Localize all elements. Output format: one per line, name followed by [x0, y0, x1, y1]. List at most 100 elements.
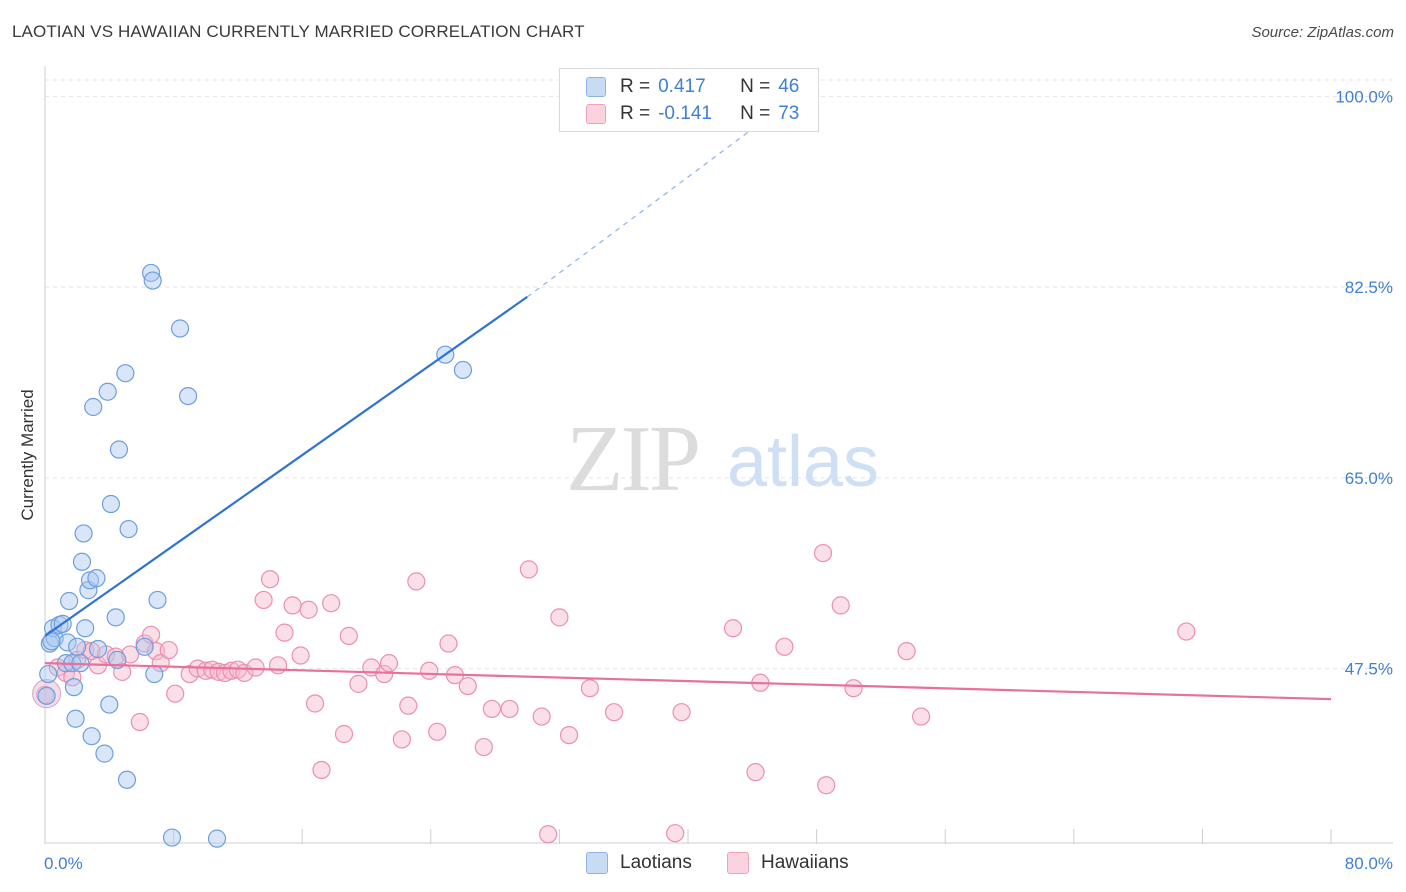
hawaiians-point [831, 596, 850, 615]
legend-row-hawaiians: R = -0.141 N = 73 [586, 102, 817, 126]
laotians-trend-extension [526, 128, 753, 298]
laotians-point [68, 637, 87, 656]
hawaiians-point [305, 694, 325, 713]
laotians-point [109, 440, 129, 459]
hawaiians-point [482, 699, 501, 719]
laotians-point [37, 686, 56, 705]
source-note: Source: ZipAtlas.com [1251, 24, 1394, 41]
hawaiians-point [379, 654, 399, 673]
x-tick-label: 80.0% [1345, 854, 1393, 873]
laotians-point [453, 360, 473, 380]
legend-r-value: 0.417 [658, 76, 706, 97]
hawaiians-point [407, 572, 426, 591]
legend-label-laotians: Laotians [620, 852, 692, 873]
laotians-point [72, 552, 92, 571]
hawaiians-point [349, 674, 368, 693]
hawaiians-point [775, 637, 794, 656]
hawaiians-point [268, 656, 288, 675]
hawaiians-point [420, 661, 439, 680]
hawaiians-point [813, 543, 833, 563]
hawaiians-point [299, 600, 318, 619]
laotians-point [106, 608, 125, 627]
laotians-point [101, 494, 121, 514]
hawaiians-point [254, 590, 273, 610]
legend-item-laotians: Laotians [586, 852, 692, 874]
laotians-point [207, 829, 227, 848]
hawaiians-point [392, 730, 411, 749]
hawaiians-point [322, 594, 341, 613]
laotians-point [143, 271, 162, 290]
hawaiians-point [580, 679, 600, 698]
laotians-point [141, 263, 161, 283]
hawaiians-point [275, 623, 294, 642]
laotians-point [74, 524, 93, 543]
hawaiians-point [897, 642, 916, 661]
laotians-point [60, 591, 79, 611]
watermark-zip: ZIP [566, 407, 698, 511]
laotians-point [116, 364, 135, 383]
hawaiians-point [312, 760, 331, 780]
hawaiians-point [666, 824, 685, 843]
hawaiians-point [723, 619, 743, 638]
hawaiians-point [130, 712, 149, 732]
laotians-point [58, 633, 77, 652]
hawaiians-point [746, 763, 765, 782]
y-tick-label: 65.0% [1345, 469, 1393, 488]
laotians-point [162, 828, 182, 847]
y-tick-label: 100.0% [1335, 87, 1393, 106]
hawaiians-point [911, 707, 931, 726]
hawaiians-point [532, 707, 551, 726]
hawaiians-point [375, 664, 394, 684]
legend-swatch-blue [586, 77, 606, 97]
laotians-point [135, 637, 154, 656]
laotians-point [100, 695, 119, 714]
y-tick-label: 82.5% [1345, 278, 1393, 297]
laotians-point [39, 664, 58, 684]
laotians-point [84, 397, 103, 417]
laotians-point [76, 619, 95, 638]
legend-row-laotians: R = 0.417 N = 46 [586, 75, 817, 99]
hawaiians-point [339, 626, 358, 646]
trend-lines [44, 128, 1332, 701]
laotians-point [66, 709, 85, 728]
series-legend: Laotians Hawaiians [0, 850, 1406, 878]
hawaiians-point [519, 560, 538, 579]
axes [44, 66, 1393, 844]
legend-n-value: 73 [778, 103, 800, 124]
legend-label-hawaiians: Hawaiians [761, 852, 849, 873]
laotians-points [37, 263, 473, 848]
correlation-legend: R = 0.417 N = 46 R = -0.141 N = 73 [559, 68, 819, 132]
hawaiians-point [428, 722, 447, 741]
hawaiians-point [334, 724, 354, 744]
hawaiians-points [32, 543, 1196, 844]
tick-labels: 47.5% 65.0% 82.5% 100.0% 0.0% 80.0% [44, 87, 1393, 873]
hawaiians-point [1177, 622, 1196, 641]
laotians-point [119, 519, 138, 539]
hawaiians-point [291, 646, 310, 665]
hawaiians-point [159, 640, 178, 660]
laotians-point [145, 664, 164, 684]
laotians-point [170, 319, 190, 338]
laotians-point [148, 590, 167, 610]
laotians-point [82, 727, 101, 746]
laotians-point [42, 632, 61, 651]
legend-n-value: 46 [778, 76, 800, 97]
legend-swatch-pink [727, 852, 749, 874]
legend-n-label: N = [740, 103, 771, 124]
laotians-point [178, 387, 198, 406]
hawaiians-point [260, 570, 280, 589]
hawaiians-point [550, 608, 569, 627]
hawaiians-point [246, 658, 265, 677]
hawaiians-point [672, 703, 691, 722]
laotians-point [64, 678, 84, 697]
hawaiians-point [817, 776, 836, 795]
legend-item-hawaiians: Hawaiians [727, 852, 849, 874]
hawaiians-point [604, 703, 624, 722]
gridlines [45, 79, 1393, 670]
hawaiians-point [539, 825, 558, 844]
laotians-point [87, 569, 106, 588]
hawaiians-point [399, 696, 418, 715]
laotians-trend-line [44, 296, 528, 637]
legend-r-label: R = [620, 103, 651, 124]
hawaiians-trend-line [44, 662, 1332, 701]
